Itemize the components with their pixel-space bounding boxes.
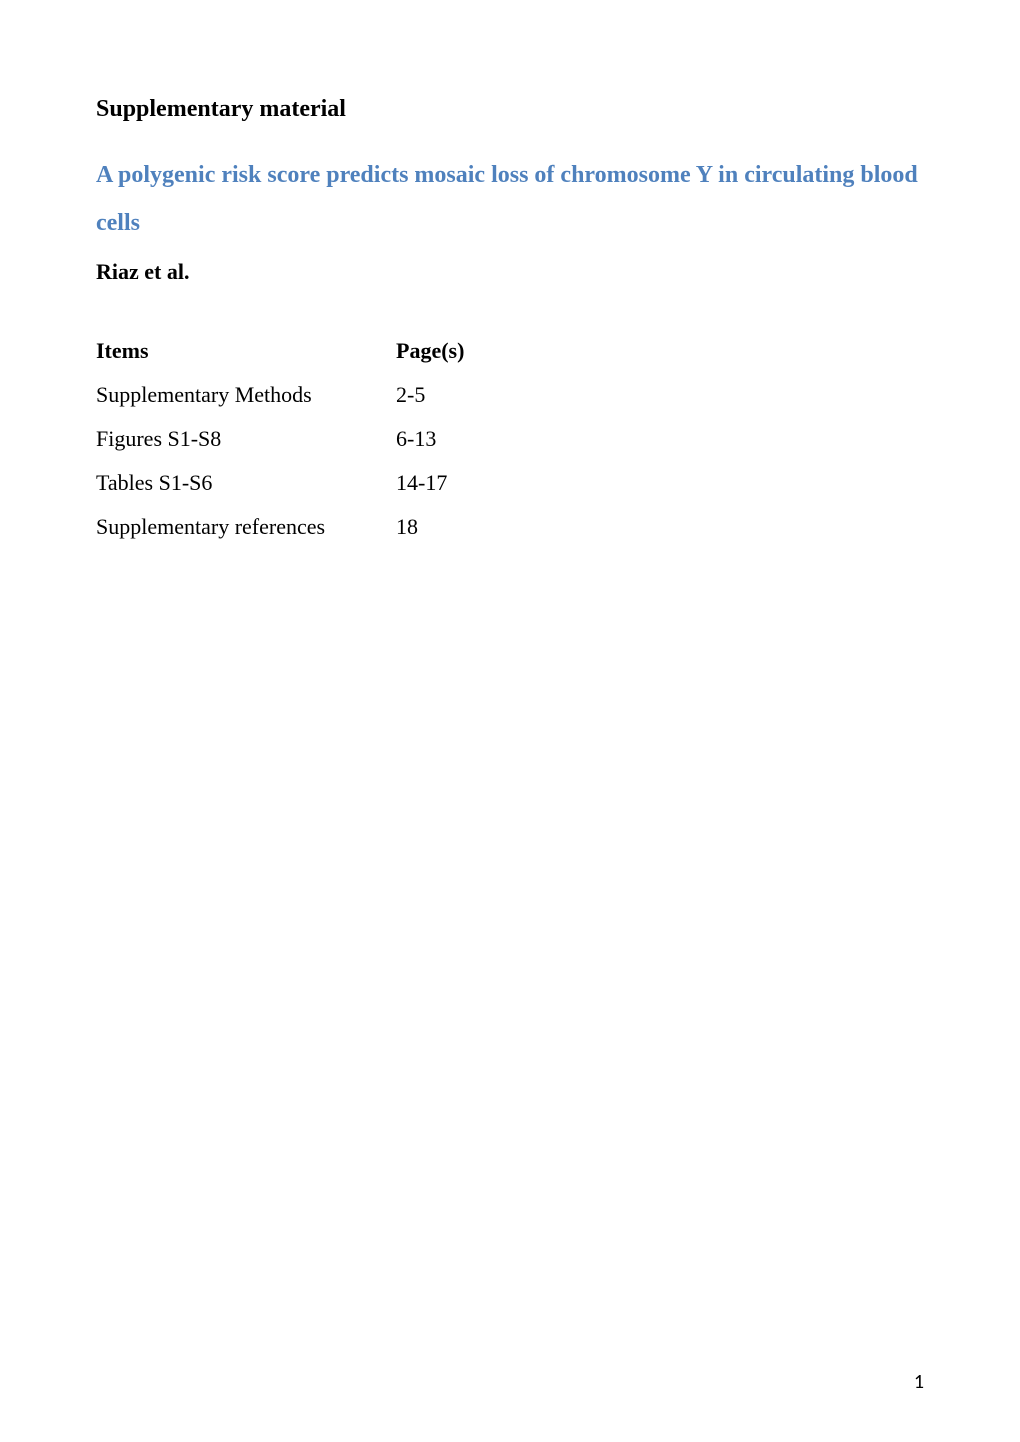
- toc-row: Supplementary references 18: [96, 505, 924, 549]
- toc-row: Tables S1-S6 14-17: [96, 461, 924, 505]
- toc-header-row: Items Page(s): [96, 329, 924, 373]
- toc-item-label: Supplementary Methods: [96, 373, 396, 417]
- toc-item-page: 18: [396, 505, 516, 549]
- toc-item-label: Figures S1-S8: [96, 417, 396, 461]
- table-of-contents: Items Page(s) Supplementary Methods 2-5 …: [96, 329, 924, 549]
- page-number: 1: [914, 1370, 924, 1394]
- toc-header-pages: Page(s): [396, 329, 516, 373]
- toc-row: Figures S1-S8 6-13: [96, 417, 924, 461]
- toc-item-page: 6-13: [396, 417, 516, 461]
- article-title: A polygenic risk score predicts mosaic l…: [96, 151, 924, 247]
- toc-header-items: Items: [96, 329, 396, 373]
- toc-item-label: Tables S1-S6: [96, 461, 396, 505]
- toc-item-label: Supplementary references: [96, 505, 396, 549]
- toc-row: Supplementary Methods 2-5: [96, 373, 924, 417]
- toc-item-page: 2-5: [396, 373, 516, 417]
- section-heading: Supplementary material: [96, 96, 924, 123]
- authors-line: Riaz et al.: [96, 259, 924, 285]
- page: Supplementary material A polygenic risk …: [0, 0, 1020, 1442]
- toc-item-page: 14-17: [396, 461, 516, 505]
